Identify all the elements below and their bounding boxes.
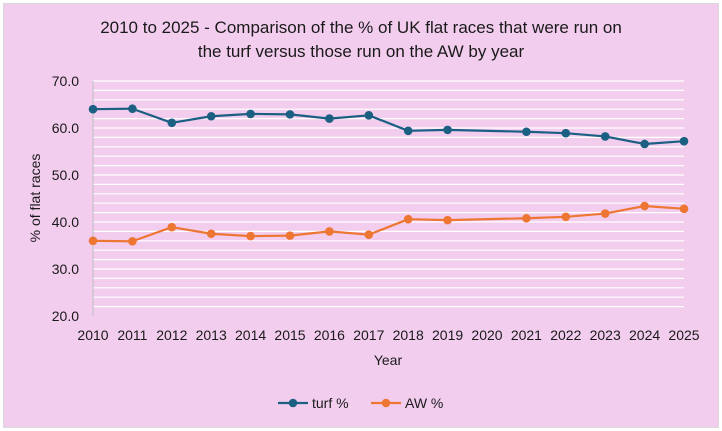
chart-title-line-2: the turf versus those run on the AW by y… [197, 42, 525, 61]
data-point [167, 222, 177, 232]
data-point [443, 215, 452, 225]
data-point [128, 104, 137, 114]
data-point [561, 128, 571, 138]
x-tick-labels: 2010 2011 2012 2013 2014 2015 2016 2017 2018 2019… [77, 327, 699, 343]
data-point [522, 213, 531, 223]
data-point [206, 111, 216, 121]
x-tick-label: 2012 [156, 327, 187, 343]
legend: turf % AW % [278, 395, 443, 411]
series-aw [88, 201, 689, 246]
data-point [600, 209, 610, 218]
data-point [246, 231, 255, 241]
y-tick-label: 60.0 [52, 120, 79, 136]
data-point [167, 118, 177, 128]
x-tick-label: 2016 [314, 327, 345, 343]
data-point [600, 132, 610, 141]
series-line [92, 107, 685, 146]
data-point [679, 204, 689, 214]
data-point [128, 236, 137, 246]
x-tick-label: 2018 [393, 327, 424, 343]
series-line [92, 204, 685, 243]
x-tick-label: 2014 [235, 327, 266, 343]
y-tick-label: 70.0 [52, 73, 79, 89]
data-point [325, 114, 334, 123]
x-tick-label: 2022 [550, 327, 581, 343]
data-point [640, 201, 649, 211]
data-point [364, 230, 374, 239]
x-tick-label: 2020 [471, 327, 502, 343]
series-group [88, 104, 689, 246]
chart-title-line-1: 2010 to 2025 - Comparison of the % of UK… [100, 18, 622, 37]
legend-label: AW % [405, 395, 443, 411]
legend-marker-icon [288, 398, 298, 408]
data-point [522, 127, 531, 137]
data-point [403, 126, 413, 136]
y-axis-title: % of flat races [27, 154, 43, 243]
data-point [443, 125, 452, 135]
x-tick-label: 2010 [77, 327, 108, 343]
x-tick-label: 2017 [353, 327, 384, 343]
data-point [285, 110, 295, 119]
x-tick-label: 2023 [590, 327, 621, 343]
legend-label: turf % [312, 395, 349, 411]
data-point [88, 104, 98, 114]
data-point [561, 212, 571, 222]
y-tick-label: 20.0 [52, 308, 79, 324]
x-tick-label: 2021 [511, 327, 542, 343]
data-point [246, 109, 255, 119]
x-tick-label: 2013 [196, 327, 227, 343]
gridlines [93, 80, 684, 308]
x-tick-label: 2025 [668, 327, 699, 343]
y-tick-label: 40.0 [52, 214, 79, 230]
x-tick-label: 2011 [117, 327, 147, 343]
data-point [640, 139, 649, 149]
chart-area [3, 3, 719, 428]
legend-item: AW % [371, 395, 443, 411]
series-turf [88, 104, 689, 149]
data-point [364, 111, 374, 120]
legend-marker-icon [381, 398, 391, 408]
data-point [325, 227, 334, 236]
x-tick-label: 2015 [274, 327, 305, 343]
y-tick-label: 30.0 [52, 261, 79, 277]
data-point [206, 229, 216, 239]
legend-item: turf % [278, 395, 349, 411]
x-tick-label: 2024 [629, 327, 660, 343]
data-point [403, 214, 413, 224]
data-point [679, 136, 689, 146]
data-point [285, 231, 295, 240]
y-tick-labels: 20.0 30.0 40.0 50.0 60.0 70.0 [52, 73, 79, 324]
x-axis-title: Year [374, 352, 403, 368]
data-point [88, 236, 98, 246]
y-tick-label: 50.0 [52, 167, 79, 183]
x-tick-label: 2019 [432, 327, 463, 343]
